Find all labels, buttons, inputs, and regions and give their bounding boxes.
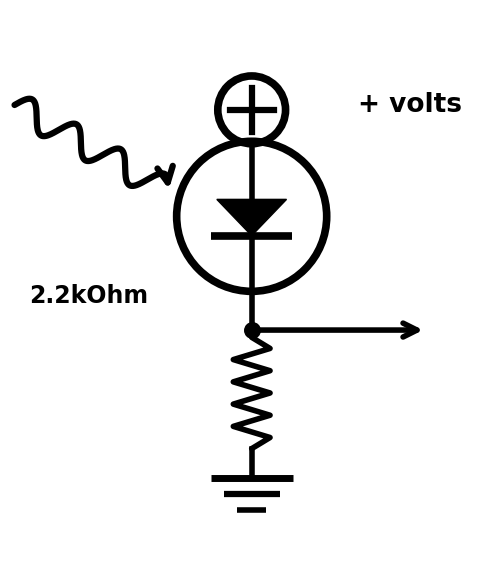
Text: 2.2kOhm: 2.2kOhm: [29, 284, 148, 308]
Text: + volts: + volts: [358, 92, 462, 118]
Polygon shape: [217, 199, 287, 236]
